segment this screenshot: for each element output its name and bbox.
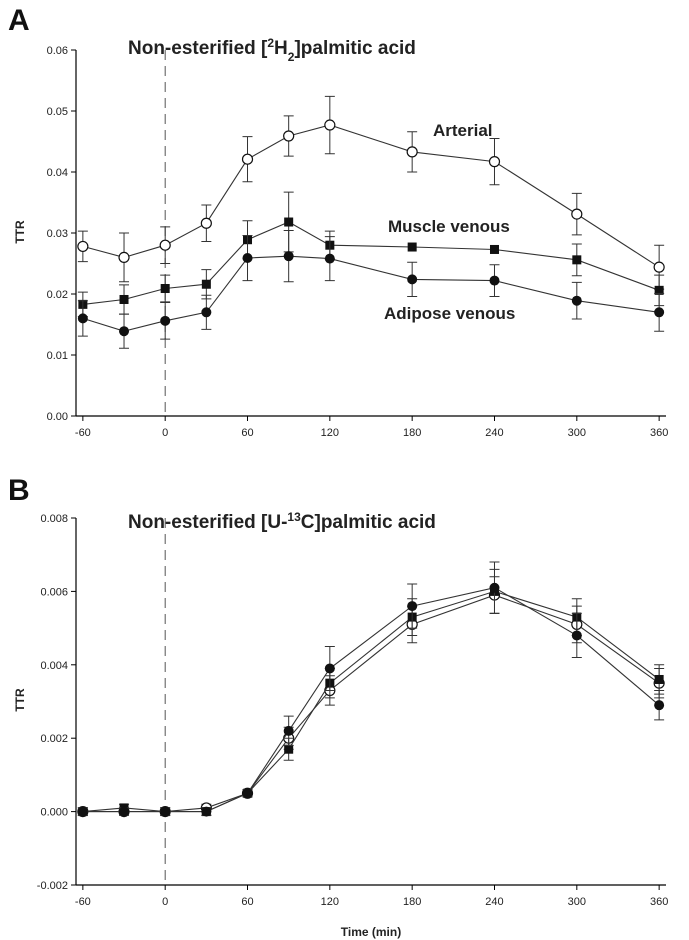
data-point-adipose-venous <box>201 806 212 817</box>
x-tick-label: -60 <box>75 896 91 908</box>
data-point-adipose-venous <box>489 582 500 593</box>
data-point-arterial <box>200 217 212 229</box>
data-point-adipose-venous <box>242 788 253 799</box>
x-tick-label: 180 <box>403 427 421 439</box>
y-tick-label: 0.006 <box>40 586 68 598</box>
y-tick-label: 0.000 <box>40 807 68 819</box>
x-tick-label: 0 <box>162 427 168 439</box>
data-point-adipose-venous <box>119 326 130 337</box>
panel-b: B Non-esterified [U-13C]palmitic acid TT… <box>8 474 668 939</box>
y-tick-label: 0.01 <box>47 350 68 362</box>
data-point-arterial <box>241 153 254 165</box>
data-point-muscle-venous <box>572 255 582 265</box>
data-point-adipose-venous <box>160 315 171 326</box>
y-tick-label: 0.06 <box>47 45 68 57</box>
data-point-adipose-venous <box>407 601 418 612</box>
data-point-adipose-venous <box>571 630 582 641</box>
panel-b-xlabel: Time (min) <box>341 925 401 939</box>
data-point-arterial <box>488 156 501 168</box>
data-point-muscle-venous <box>160 284 170 294</box>
data-point-adipose-venous <box>324 663 335 674</box>
x-tick-label: 0 <box>162 896 168 908</box>
x-tick-label: 120 <box>321 427 339 439</box>
data-point-arterial <box>406 146 418 158</box>
y-tick-label: 0.03 <box>47 228 68 240</box>
y-tick-label: 0.008 <box>40 513 68 525</box>
panel-a-letter: A <box>8 4 30 37</box>
y-tick-label: 0.02 <box>47 289 68 301</box>
panel-a-title: Non-esterified [2H2]palmitic acid <box>128 36 416 64</box>
panel-b-letter: B <box>8 474 30 507</box>
x-tick-label: 300 <box>568 896 586 908</box>
annotation-adipose-venous: Adipose venous <box>384 304 515 323</box>
y-tick-label: 0.002 <box>40 733 68 745</box>
annotation-muscle-venous: Muscle venous <box>388 217 510 236</box>
data-point-adipose-venous <box>407 274 418 285</box>
x-tick-label: 60 <box>241 896 253 908</box>
data-point-arterial <box>571 208 583 220</box>
y-tick-label: 0.05 <box>47 106 68 118</box>
data-point-adipose-venous <box>324 253 335 264</box>
data-point-arterial <box>324 119 336 131</box>
data-point-adipose-venous <box>489 275 500 286</box>
annotation-arterial: Arterial <box>433 121 493 140</box>
x-tick-label: 120 <box>321 896 339 908</box>
data-point-arterial <box>159 239 171 251</box>
data-point-arterial <box>653 261 665 273</box>
x-tick-label: 60 <box>241 427 253 439</box>
data-point-adipose-venous <box>283 251 294 262</box>
data-point-arterial <box>118 251 130 263</box>
panel-a-ylabel: TTR <box>13 220 27 244</box>
data-point-adipose-venous <box>201 307 212 318</box>
data-point-adipose-venous <box>119 806 130 817</box>
panel-a: A Non-esterified [2H2]palmitic acid TTR … <box>8 4 668 439</box>
data-point-adipose-venous <box>242 253 253 264</box>
y-tick-label: 0.00 <box>47 411 68 423</box>
panel-b-title: Non-esterified [U-13C]palmitic acid <box>128 510 436 533</box>
data-point-muscle-venous <box>119 294 129 304</box>
x-tick-label: 360 <box>650 896 668 908</box>
x-tick-label: 300 <box>568 427 586 439</box>
y-tick-label: 0.004 <box>40 660 68 672</box>
data-point-muscle-venous <box>284 744 294 754</box>
x-tick-label: 180 <box>403 896 421 908</box>
data-point-adipose-venous <box>160 806 171 817</box>
x-tick-label: 240 <box>485 896 503 908</box>
data-point-muscle-venous <box>201 279 211 289</box>
x-tick-label: 360 <box>650 427 668 439</box>
data-point-muscle-venous <box>284 217 294 227</box>
data-point-muscle-venous <box>654 674 664 684</box>
data-point-adipose-venous <box>654 307 665 318</box>
data-point-arterial <box>283 130 295 142</box>
data-point-muscle-venous <box>407 242 417 252</box>
y-tick-label: -0.002 <box>37 880 68 892</box>
y-tick-label: 0.04 <box>47 167 68 179</box>
data-point-muscle-venous <box>654 285 664 295</box>
data-point-adipose-venous <box>571 295 582 306</box>
data-point-adipose-venous <box>77 806 88 817</box>
x-tick-label: -60 <box>75 427 91 439</box>
data-point-adipose-venous <box>77 313 88 324</box>
data-point-arterial <box>77 240 89 253</box>
data-point-adipose-venous <box>654 700 665 711</box>
data-point-adipose-venous <box>283 725 294 736</box>
x-tick-label: 240 <box>485 427 503 439</box>
panel-b-ylabel: TTR <box>13 688 27 712</box>
data-point-muscle-venous <box>489 244 499 254</box>
